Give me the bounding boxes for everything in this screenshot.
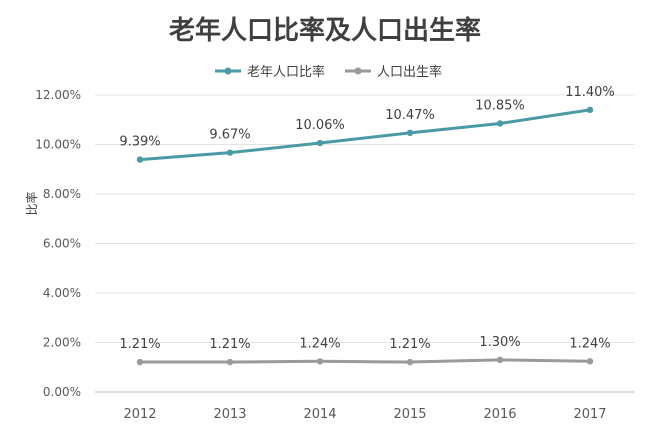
data-point [406, 358, 414, 366]
legend-swatch-marker [224, 67, 232, 75]
legend-label: 人口出生率 [377, 64, 442, 80]
y-tick-label: 2.00% [43, 336, 81, 350]
x-tick-label: 2014 [303, 407, 336, 422]
data-label: 1.21% [209, 337, 250, 352]
data-point [136, 358, 144, 366]
data-label: 1.21% [119, 337, 160, 352]
y-axis-label: 比率 [24, 191, 39, 215]
series-line [138, 358, 592, 364]
data-label: 10.85% [475, 98, 525, 113]
y-tick-label: 0.00% [43, 385, 81, 399]
data-point [226, 149, 234, 156]
data-point [316, 139, 324, 147]
y-tick-label: 6.00% [43, 237, 81, 251]
series-line [138, 108, 592, 162]
data-label: 1.24% [569, 336, 610, 351]
data-label: 1.21% [389, 337, 430, 352]
data-point [406, 129, 414, 137]
data-point [226, 358, 234, 366]
data-point [136, 156, 144, 163]
data-label: 9.39% [119, 135, 160, 150]
data-point [496, 356, 504, 364]
legend-swatch-marker [354, 67, 362, 75]
y-tick-label: 4.00% [43, 286, 81, 300]
y-tick-label: 10.00% [35, 138, 81, 152]
data-point [586, 358, 594, 365]
data-point [316, 358, 324, 365]
x-tick-label: 2017 [573, 407, 606, 422]
x-tick-label: 2016 [483, 407, 516, 422]
y-tick-label: 8.00% [43, 187, 81, 201]
data-label: 9.67% [209, 128, 250, 143]
y-tick-label: 12.00% [35, 88, 81, 102]
data-label: 1.24% [299, 336, 340, 351]
data-label: 1.30% [479, 335, 520, 350]
data-point [496, 120, 504, 127]
x-tick-label: 2015 [393, 407, 426, 422]
x-tick-label: 2013 [213, 407, 246, 422]
x-tick-label: 2012 [123, 407, 156, 422]
chart-title: 老年人口比率及人口出生率 [168, 16, 481, 46]
data-label: 10.47% [385, 108, 435, 123]
legend-label: 老年人口比率 [247, 64, 325, 80]
data-point [586, 106, 594, 114]
data-label: 11.40% [565, 85, 615, 100]
data-label: 10.06% [295, 118, 345, 133]
